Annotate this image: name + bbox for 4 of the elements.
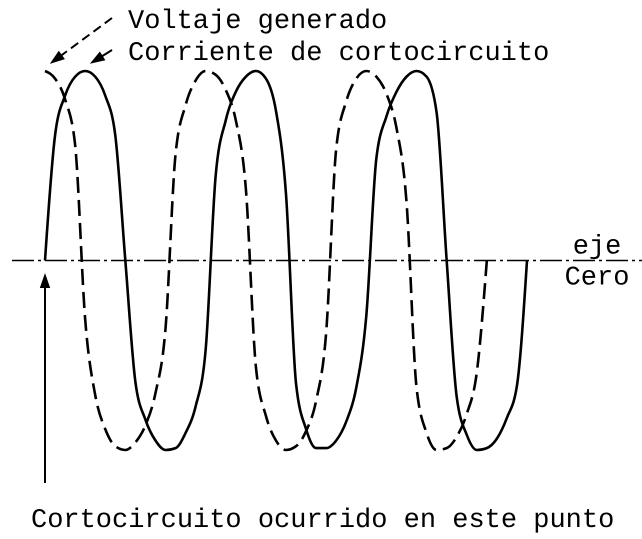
- ref-line-label: eje Cero: [564, 232, 630, 294]
- legend-label: Corriente de cortocircuito: [128, 39, 550, 69]
- legend-label: Voltaje generado: [128, 7, 388, 37]
- text: Cortocircuito ocurrido en este punto: [31, 506, 614, 536]
